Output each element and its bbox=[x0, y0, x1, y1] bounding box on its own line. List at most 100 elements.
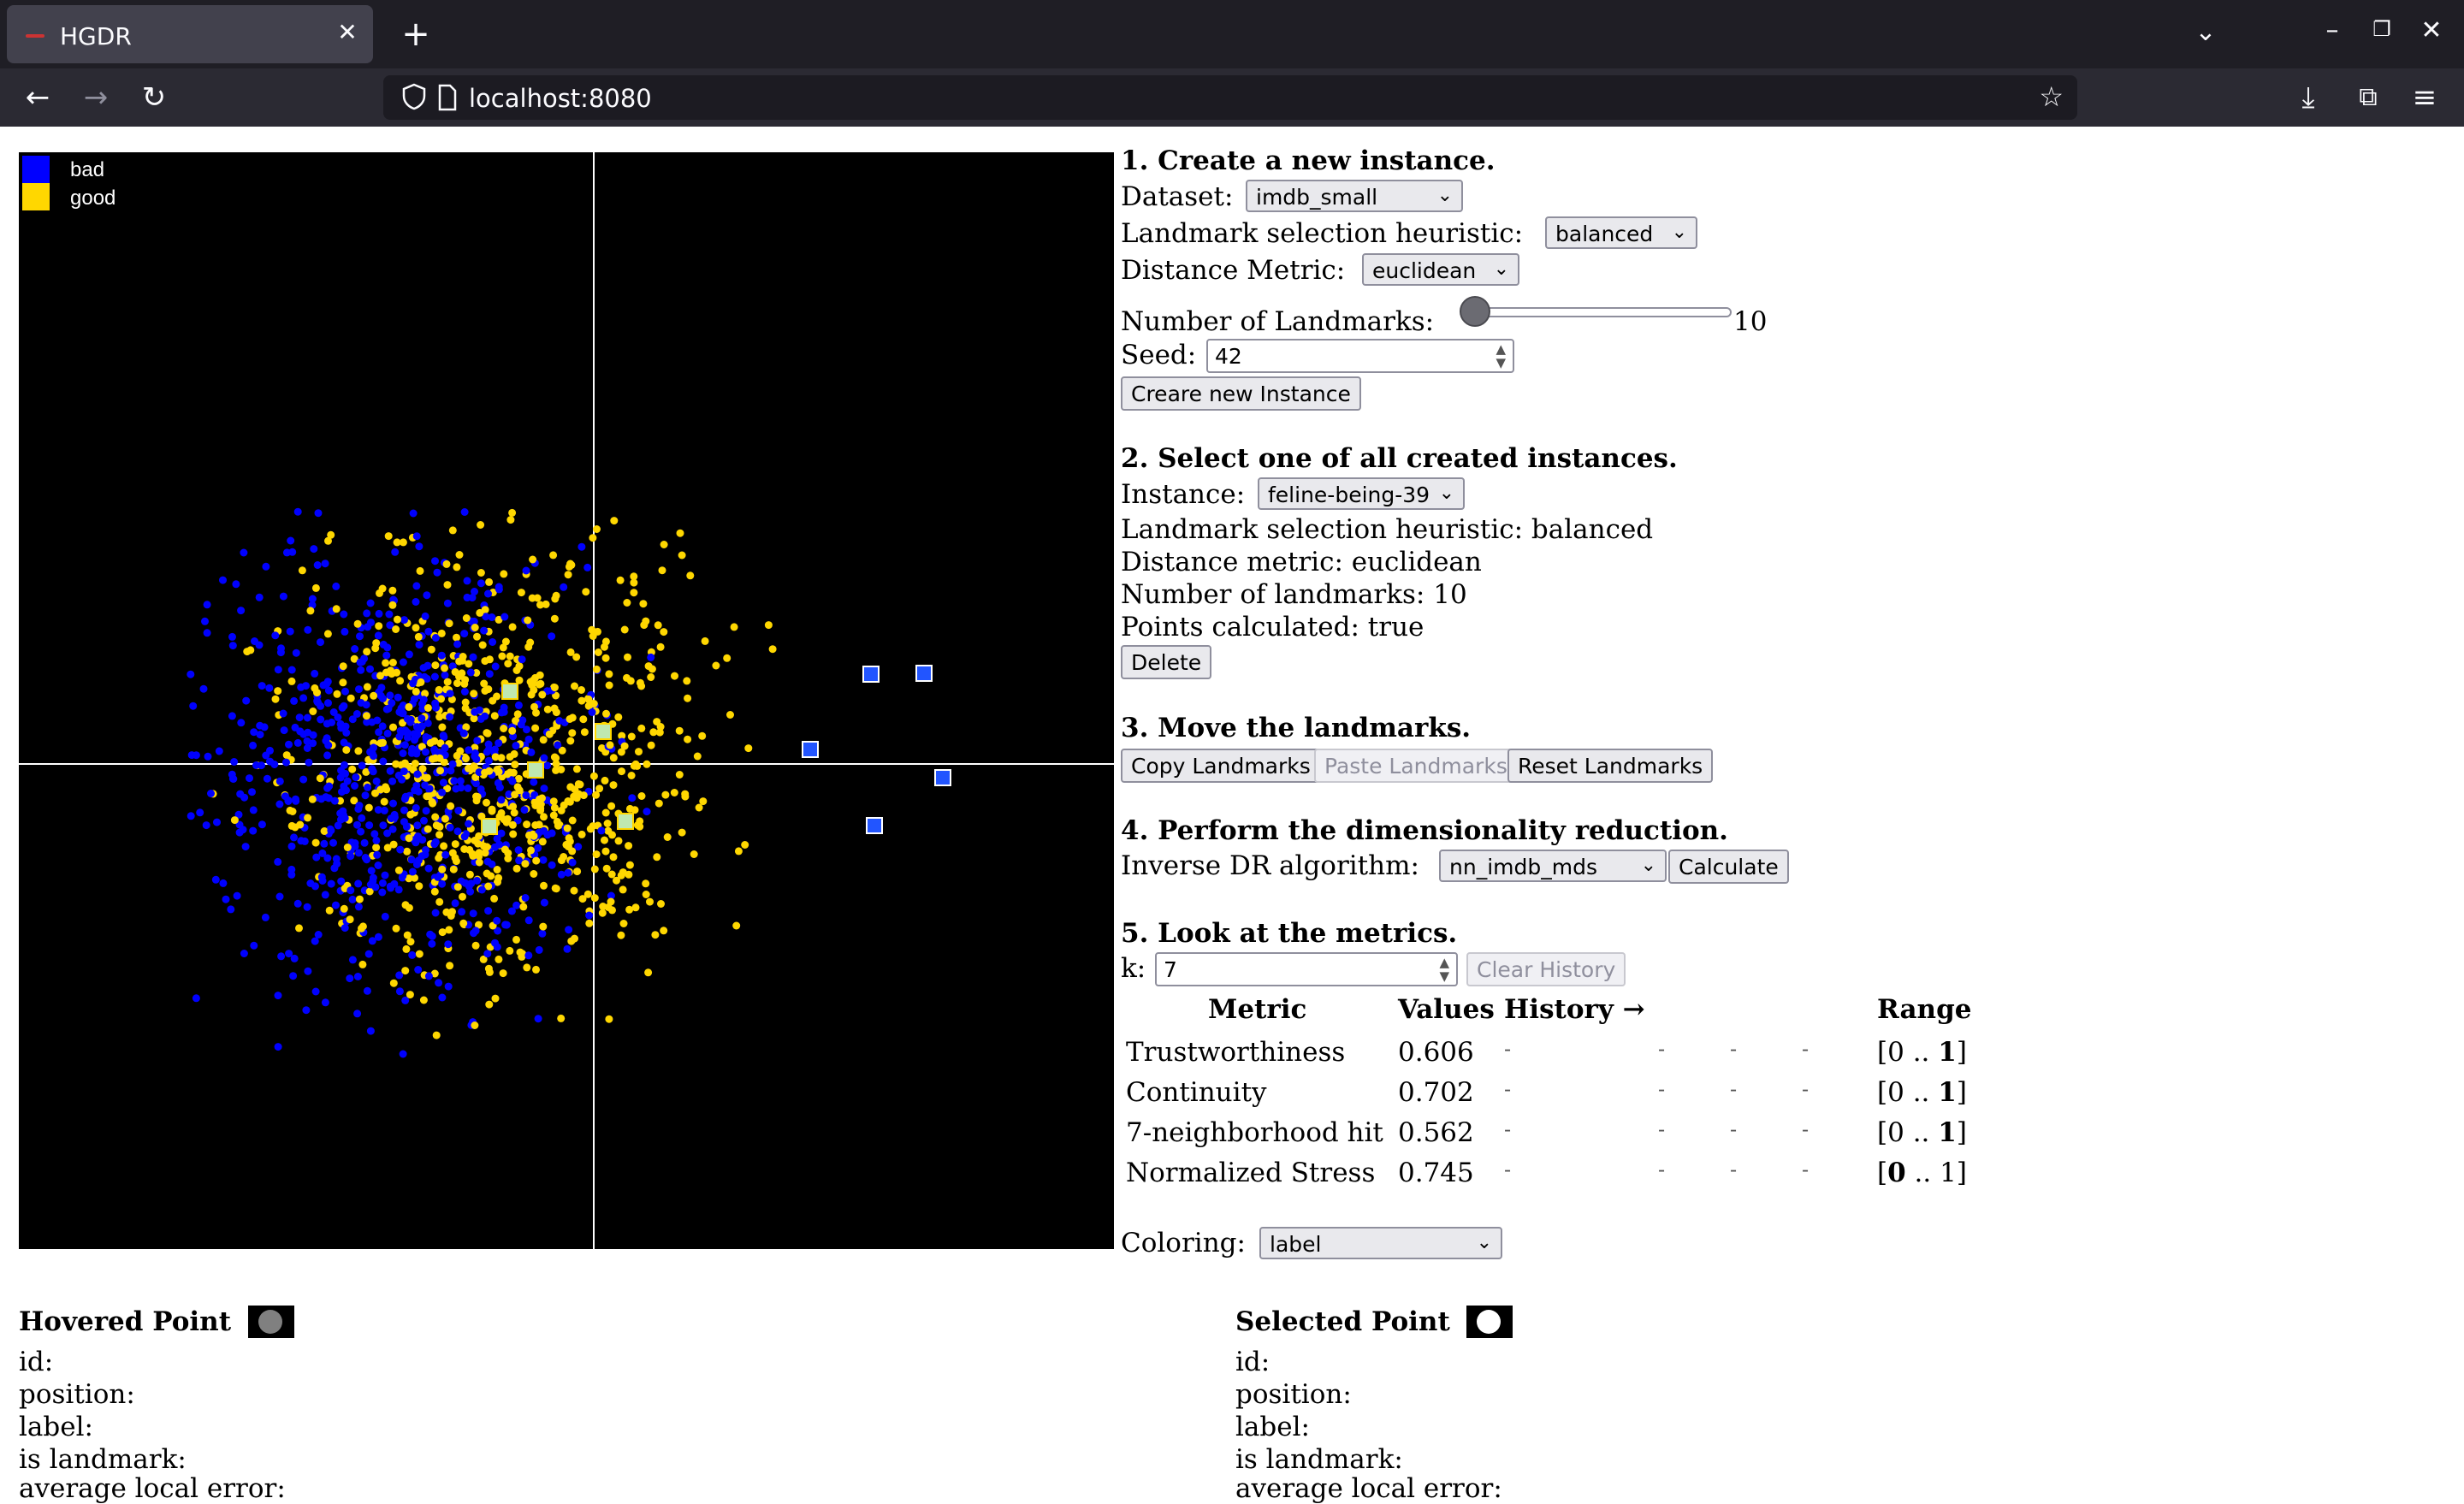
data-point-bad[interactable] bbox=[422, 807, 430, 815]
data-point-good[interactable] bbox=[584, 695, 593, 703]
data-point-good[interactable] bbox=[498, 652, 506, 660]
data-point-good[interactable] bbox=[449, 865, 458, 873]
data-point-bad[interactable] bbox=[497, 796, 506, 804]
data-point-good[interactable] bbox=[327, 530, 335, 539]
data-point-bad[interactable] bbox=[361, 791, 370, 800]
data-point-good[interactable] bbox=[298, 566, 306, 575]
data-point-bad[interactable] bbox=[466, 668, 475, 677]
data-point-good[interactable] bbox=[471, 1021, 479, 1029]
data-point-good[interactable] bbox=[631, 903, 640, 912]
data-point-bad[interactable] bbox=[346, 852, 355, 861]
data-point-bad[interactable] bbox=[454, 807, 463, 814]
data-point-good[interactable] bbox=[686, 571, 695, 580]
data-point-good[interactable] bbox=[488, 807, 496, 815]
data-point-good[interactable] bbox=[732, 921, 741, 930]
data-point-bad[interactable] bbox=[484, 907, 493, 915]
data-point-good[interactable] bbox=[499, 643, 507, 652]
data-point-good[interactable] bbox=[530, 832, 538, 840]
data-point-bad[interactable] bbox=[375, 609, 383, 618]
data-point-good[interactable] bbox=[508, 623, 517, 631]
landmark-marker[interactable] bbox=[617, 813, 634, 830]
data-point-good[interactable] bbox=[471, 837, 479, 844]
data-point-good[interactable] bbox=[567, 560, 576, 569]
data-point-good[interactable] bbox=[513, 710, 522, 719]
data-point-bad[interactable] bbox=[275, 777, 284, 785]
data-point-good[interactable] bbox=[501, 637, 510, 646]
data-point-good[interactable] bbox=[684, 735, 692, 743]
data-point-good[interactable] bbox=[495, 767, 503, 776]
data-point-good[interactable] bbox=[288, 808, 297, 815]
data-point-bad[interactable] bbox=[390, 879, 399, 888]
data-point-bad[interactable] bbox=[291, 723, 299, 731]
data-point-good[interactable] bbox=[493, 692, 501, 701]
data-point-bad[interactable] bbox=[386, 621, 394, 630]
data-point-bad[interactable] bbox=[290, 954, 299, 962]
data-point-bad[interactable] bbox=[423, 591, 431, 600]
landmark-marker[interactable] bbox=[595, 723, 612, 740]
calculate-button[interactable]: Calculate bbox=[1668, 850, 1789, 884]
data-point-good[interactable] bbox=[618, 731, 626, 740]
data-point-good[interactable] bbox=[572, 653, 581, 661]
data-point-good[interactable] bbox=[567, 937, 576, 945]
data-point-good[interactable] bbox=[592, 790, 601, 799]
data-point-bad[interactable] bbox=[472, 755, 481, 763]
data-point-good[interactable] bbox=[578, 696, 586, 705]
data-point-bad[interactable] bbox=[203, 629, 211, 637]
data-point-good[interactable] bbox=[649, 728, 658, 737]
data-point-bad[interactable] bbox=[471, 779, 480, 788]
data-point-bad[interactable] bbox=[512, 742, 520, 750]
data-point-good[interactable] bbox=[568, 714, 577, 722]
bookmark-star-icon[interactable]: ☆ bbox=[2039, 80, 2064, 113]
data-point-bad[interactable] bbox=[334, 821, 342, 830]
data-point-good[interactable] bbox=[340, 904, 348, 913]
data-point-bad[interactable] bbox=[597, 826, 606, 835]
data-point-bad[interactable] bbox=[534, 1015, 542, 1023]
data-point-bad[interactable] bbox=[290, 696, 299, 705]
data-point-good[interactable] bbox=[593, 525, 601, 533]
data-point-bad[interactable] bbox=[377, 684, 386, 692]
data-point-good[interactable] bbox=[462, 723, 471, 731]
data-point-bad[interactable] bbox=[383, 729, 392, 737]
data-point-bad[interactable] bbox=[530, 778, 538, 786]
data-point-good[interactable] bbox=[610, 517, 619, 525]
data-point-bad[interactable] bbox=[418, 722, 426, 731]
data-point-good[interactable] bbox=[274, 687, 282, 696]
data-point-good[interactable] bbox=[389, 979, 398, 987]
data-point-good[interactable] bbox=[504, 855, 512, 862]
landmarks-slider-thumb[interactable] bbox=[1460, 296, 1490, 327]
create-instance-button[interactable]: Creare new Instance bbox=[1121, 376, 1361, 411]
data-point-good[interactable] bbox=[506, 516, 515, 524]
data-point-good[interactable] bbox=[630, 572, 638, 581]
data-point-good[interactable] bbox=[370, 691, 378, 700]
data-point-bad[interactable] bbox=[428, 932, 436, 940]
data-point-good[interactable] bbox=[304, 814, 312, 822]
data-point-bad[interactable] bbox=[500, 613, 509, 621]
url-bar[interactable]: localhost:8080 ☆ bbox=[383, 75, 2077, 120]
data-point-good[interactable] bbox=[495, 615, 503, 624]
data-point-bad[interactable] bbox=[222, 895, 230, 903]
data-point-good[interactable] bbox=[698, 731, 707, 740]
data-point-bad[interactable] bbox=[318, 877, 327, 885]
data-point-bad[interactable] bbox=[187, 670, 195, 678]
data-point-bad[interactable] bbox=[524, 735, 533, 743]
data-point-bad[interactable] bbox=[355, 685, 363, 694]
data-point-bad[interactable] bbox=[255, 593, 264, 601]
data-point-bad[interactable] bbox=[477, 885, 486, 894]
data-point-bad[interactable] bbox=[249, 826, 258, 835]
data-point-bad[interactable] bbox=[366, 1027, 375, 1035]
data-point-bad[interactable] bbox=[248, 788, 256, 796]
data-point-good[interactable] bbox=[363, 648, 371, 656]
data-point-good[interactable] bbox=[608, 831, 616, 839]
data-point-bad[interactable] bbox=[523, 725, 530, 734]
data-point-bad[interactable] bbox=[317, 795, 326, 803]
data-point-bad[interactable] bbox=[323, 678, 332, 686]
data-point-bad[interactable] bbox=[588, 708, 596, 716]
data-point-good[interactable] bbox=[358, 960, 367, 968]
data-point-good[interactable] bbox=[508, 820, 517, 829]
data-point-bad[interactable] bbox=[422, 733, 430, 741]
data-point-bad[interactable] bbox=[497, 708, 506, 717]
data-point-good[interactable] bbox=[589, 772, 598, 780]
data-point-good[interactable] bbox=[403, 847, 412, 856]
data-point-good[interactable] bbox=[566, 783, 575, 791]
data-point-good[interactable] bbox=[657, 900, 665, 908]
